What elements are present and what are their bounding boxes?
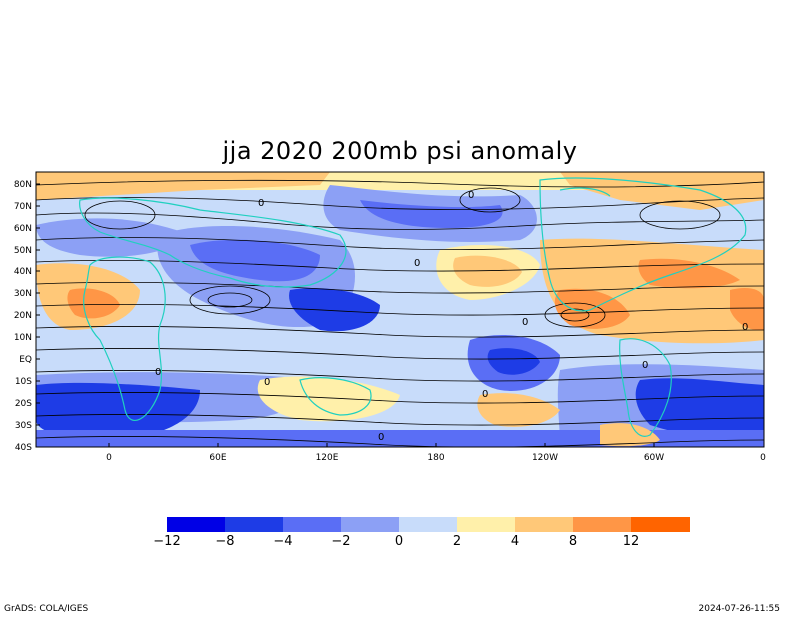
lon-label: 180 bbox=[427, 453, 444, 463]
lat-label: 60N bbox=[14, 224, 32, 234]
lat-label: 70N bbox=[14, 202, 32, 212]
contour-label: 0 bbox=[155, 367, 161, 378]
contour-label: 0 bbox=[522, 317, 528, 328]
colorbar-label: −8 bbox=[215, 534, 235, 549]
lon-label: 120W bbox=[532, 453, 558, 463]
colorbar-swatch bbox=[399, 517, 457, 532]
contour-label: 0 bbox=[482, 389, 488, 400]
map-title: jja 2020 200mb psi anomaly bbox=[222, 137, 578, 165]
contour-labels: 0 0 0 0 0 0 0 0 0 0 bbox=[155, 190, 748, 443]
contour-label: 0 bbox=[468, 190, 474, 201]
colorbar-swatch bbox=[515, 517, 573, 532]
lat-label: 30N bbox=[14, 289, 32, 299]
colorbar-label: −2 bbox=[331, 534, 351, 549]
lat-label: 10S bbox=[15, 377, 32, 387]
lat-label: 10N bbox=[14, 333, 32, 343]
colorbar-swatch bbox=[631, 517, 690, 532]
colorbar-swatch bbox=[573, 517, 631, 532]
colorbar-label: 0 bbox=[394, 534, 404, 549]
lat-label: 40N bbox=[14, 267, 32, 277]
lon-label: 0 bbox=[106, 453, 112, 463]
colorbar-swatch bbox=[341, 517, 399, 532]
lat-axis: 80N 70N 60N 50N 40N 30N 20N 10N EQ 10S 2… bbox=[14, 180, 32, 453]
footer-credit: GrADS: COLA/IGES bbox=[4, 604, 89, 614]
colorbar-label: −12 bbox=[153, 534, 181, 549]
lon-axis: 0 60E 120E 180 120W 60W 0 bbox=[106, 453, 766, 463]
colorbar-swatch bbox=[225, 517, 283, 532]
contour-label: 0 bbox=[264, 377, 270, 388]
lon-ticks bbox=[108, 443, 655, 447]
lat-label: 50N bbox=[14, 246, 32, 256]
lat-label: 20N bbox=[14, 311, 32, 321]
lon-label: 0 bbox=[760, 453, 766, 463]
contour-label: 0 bbox=[742, 322, 748, 333]
colorbar-swatch bbox=[167, 517, 225, 532]
contour-label: 0 bbox=[378, 432, 384, 443]
footer-timestamp: 2024-07-26-11:55 bbox=[698, 604, 781, 614]
lon-label: 120E bbox=[316, 453, 339, 463]
contour-label: 0 bbox=[414, 258, 420, 269]
coastlines bbox=[79, 177, 747, 437]
colorbar-swatch bbox=[457, 517, 515, 532]
lat-label: EQ bbox=[19, 355, 32, 365]
lat-ticks bbox=[36, 183, 40, 426]
colorbar-swatch bbox=[283, 517, 341, 532]
colorbar bbox=[167, 517, 690, 532]
colorbar-label: 2 bbox=[452, 534, 462, 549]
contour-label: 0 bbox=[642, 360, 648, 371]
lon-label: 60W bbox=[644, 453, 664, 463]
lat-label: 20S bbox=[15, 399, 32, 409]
lon-label: 60E bbox=[209, 453, 226, 463]
colorbar-label: 4 bbox=[510, 534, 520, 549]
colorbar-label: 12 bbox=[622, 534, 640, 549]
lat-label: 30S bbox=[15, 421, 32, 431]
anomaly-shading bbox=[36, 172, 764, 447]
colorbar-label: 8 bbox=[568, 534, 578, 549]
contour-label: 0 bbox=[258, 198, 264, 209]
lat-label: 40S bbox=[15, 443, 32, 453]
colorbar-label: −4 bbox=[273, 534, 293, 549]
map-frame bbox=[35, 171, 765, 448]
lat-label: 80N bbox=[14, 180, 32, 190]
